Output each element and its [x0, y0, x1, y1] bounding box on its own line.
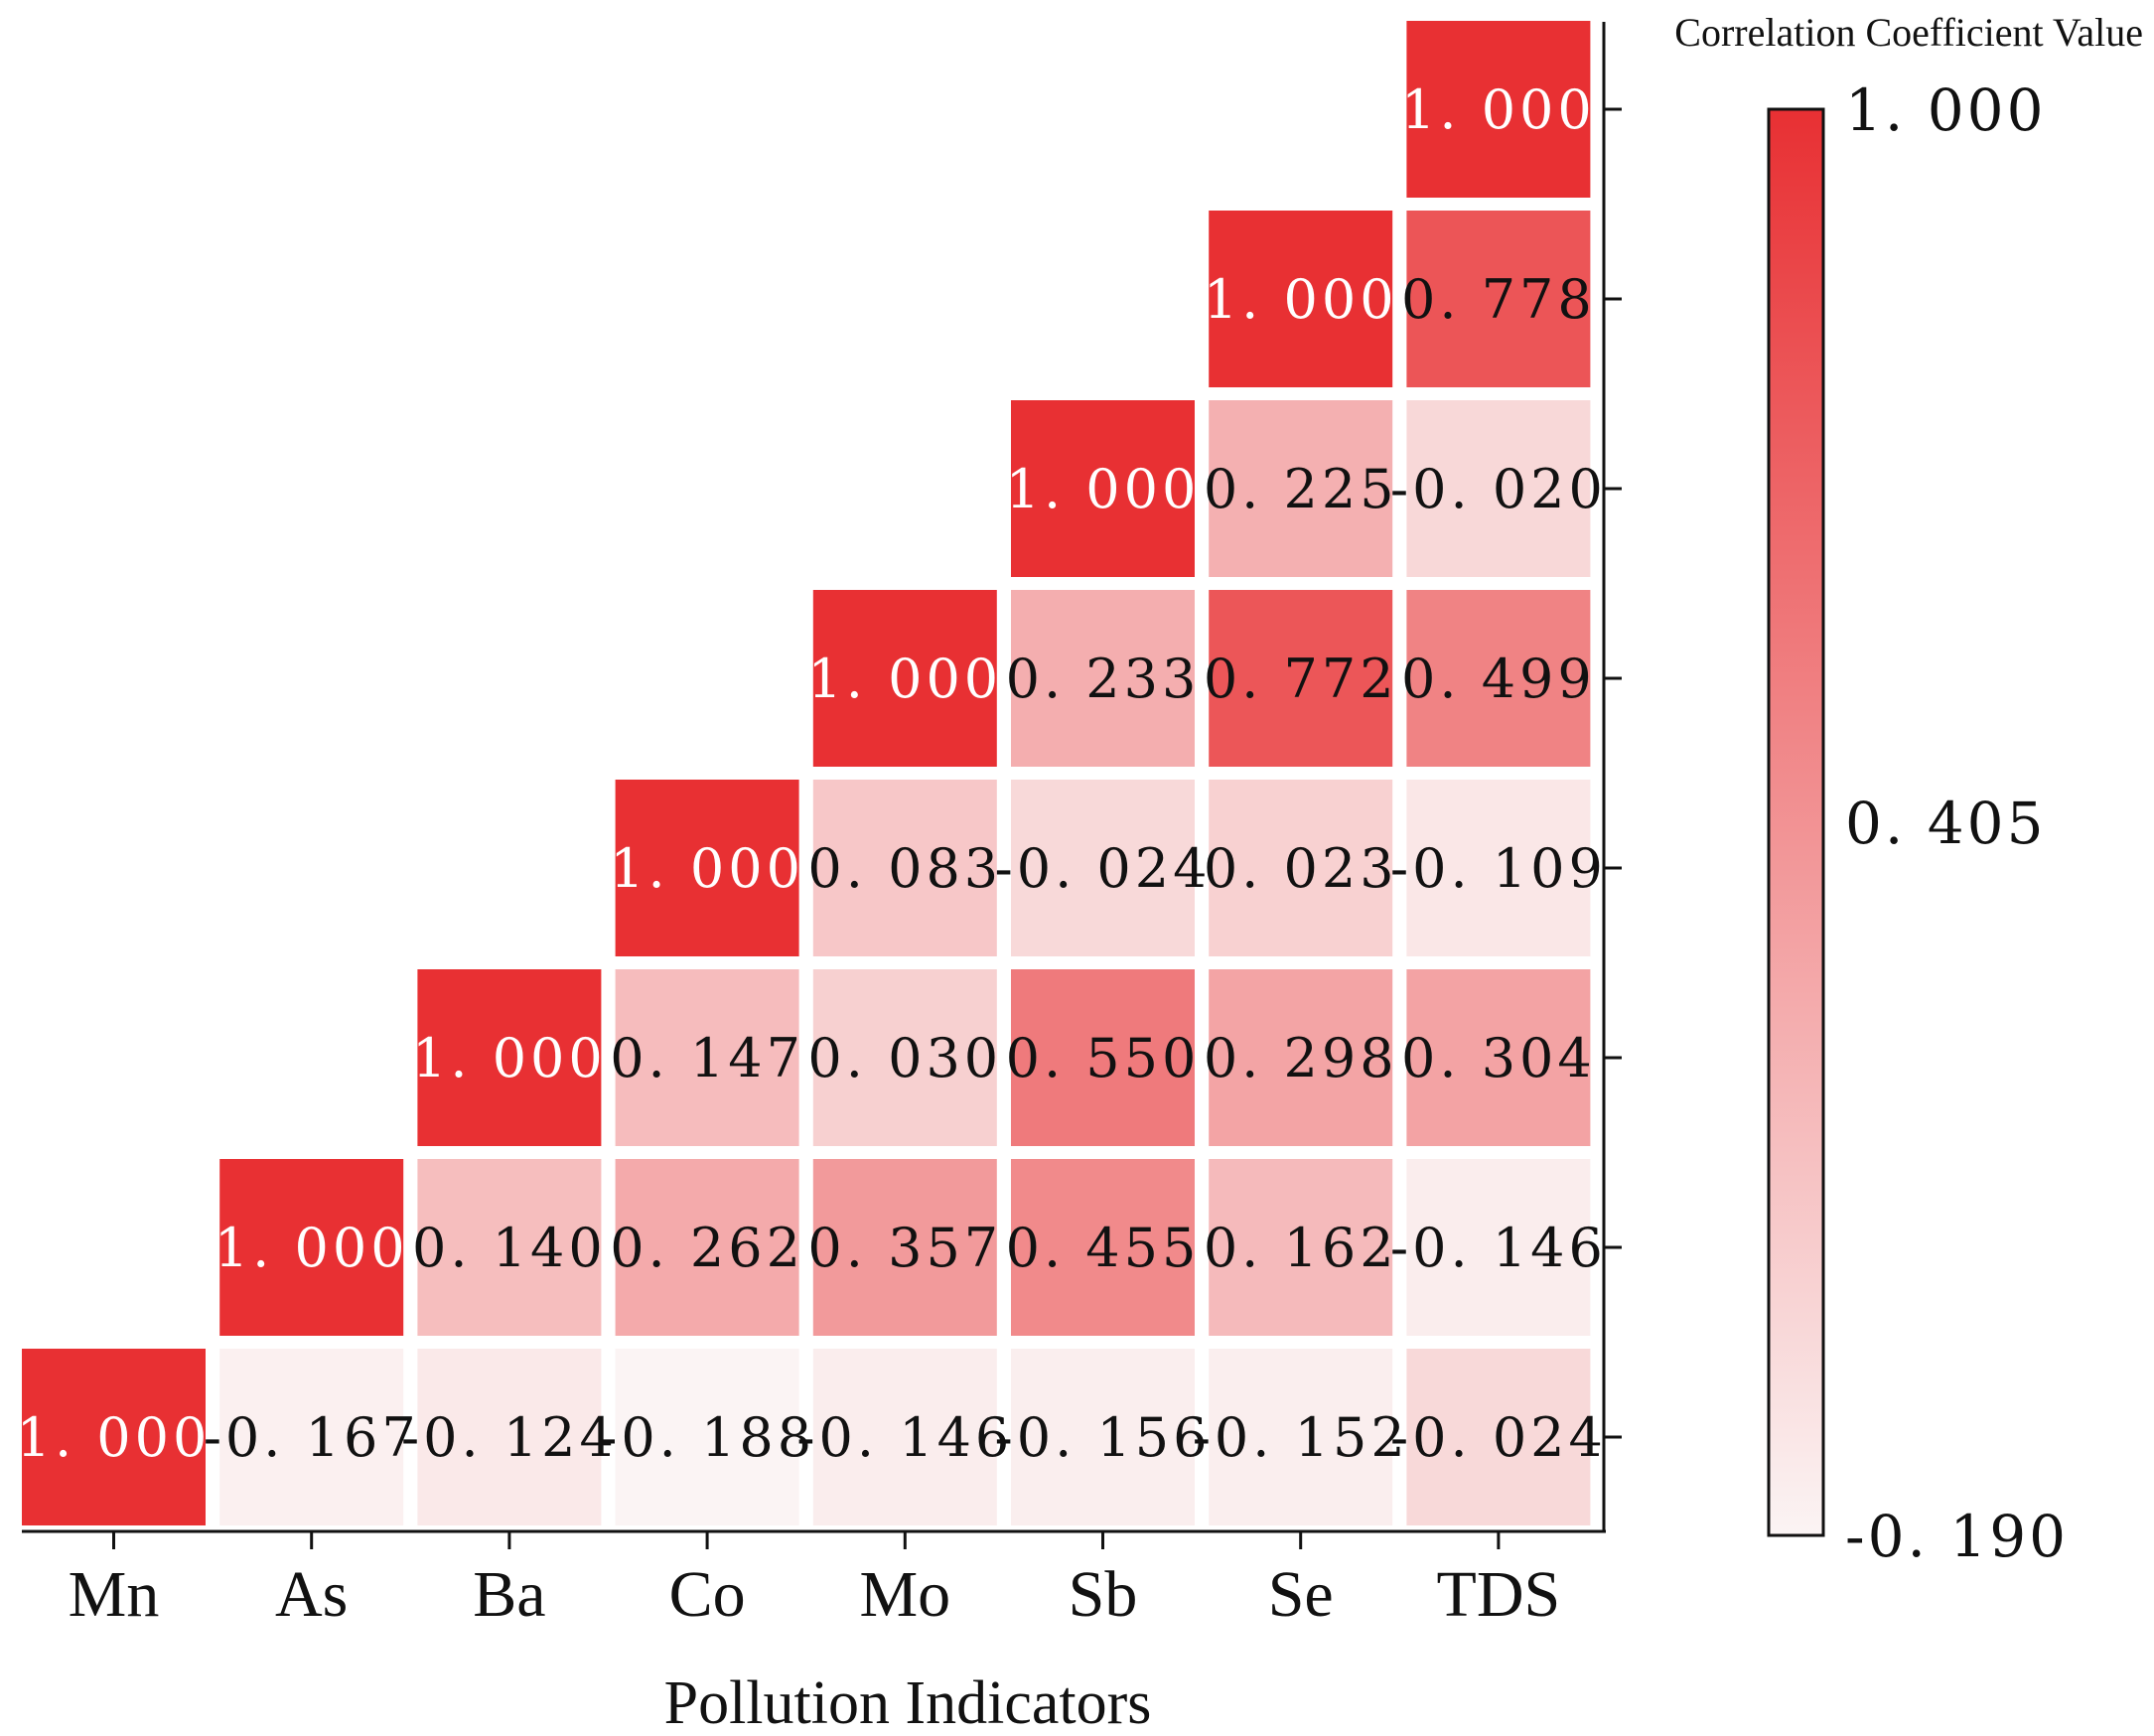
x-tick-label-Mn: Mn	[69, 1558, 160, 1631]
cell-label-Mo-Se: 0. 772	[1204, 648, 1398, 710]
cell-Ba-Sb	[1011, 969, 1195, 1146]
cell-label-As-Ba: 0. 140	[412, 1217, 607, 1279]
cell-label-As-Se: 0. 162	[1204, 1217, 1398, 1279]
cell-Mo-Sb	[1011, 590, 1195, 767]
cell-As-Co	[615, 1159, 799, 1336]
x-axis-title: Pollution Indicators	[664, 1669, 1152, 1736]
cell-Ba-TDS	[1406, 969, 1591, 1146]
cell-label-As-TDS: -0. 146	[1390, 1217, 1607, 1279]
cell-Se-Se	[1209, 211, 1393, 387]
cell-label-Mo-Sb: 0. 233	[1006, 648, 1201, 710]
cell-label-Sb-Sb: 1. 000	[1006, 458, 1201, 520]
cell-label-Mn-Ba: -0. 124	[401, 1406, 618, 1469]
x-tick-label-Sb: Sb	[1069, 1558, 1138, 1631]
cell-Mn-Sb	[1011, 1349, 1195, 1525]
cell-label-Sb-Se: 0. 225	[1204, 458, 1398, 520]
cell-label-Mn-As: -0. 167	[204, 1406, 420, 1469]
cell-As-As	[219, 1159, 404, 1336]
cell-label-TDS-TDS: 1. 000	[1401, 78, 1596, 141]
cell-Sb-Sb	[1011, 400, 1195, 577]
cell-label-Co-TDS: -0. 109	[1390, 837, 1607, 900]
cell-label-Se-Se: 1. 000	[1204, 268, 1398, 331]
cell-As-Se	[1209, 1159, 1393, 1336]
colorbar-gradient	[1767, 107, 1825, 1537]
x-tick-label-Se: Se	[1268, 1558, 1334, 1631]
y-ticks	[1604, 107, 1622, 1439]
cell-Mn-Mn	[22, 1349, 206, 1525]
colorbar-tick-label-2: -0. 190	[1845, 1503, 2069, 1570]
colorbar: Correlation Coefficient Value 1. 000 0. 4…	[1674, 10, 2143, 1570]
cell-Mn-As	[219, 1349, 404, 1525]
colorbar-title: Correlation Coefficient Value	[1674, 10, 2143, 55]
cell-As-Sb	[1011, 1159, 1195, 1336]
cell-label-Se-TDS: 0. 778	[1401, 268, 1596, 331]
cell-label-Mn-Sb: -0. 156	[994, 1406, 1211, 1469]
cell-label-Ba-Co: 0. 147	[610, 1027, 804, 1089]
cell-label-Mn-Mn: 1. 000	[17, 1406, 212, 1469]
cell-Co-Se	[1209, 780, 1393, 956]
cell-Sb-TDS	[1406, 400, 1591, 577]
cell-label-Co-Co: 1. 000	[610, 837, 804, 900]
cell-Co-Sb	[1011, 780, 1195, 956]
cell-label-As-As: 1. 000	[215, 1217, 409, 1279]
cell-label-Mo-Mo: 1. 000	[807, 648, 1002, 710]
cell-Mn-TDS	[1406, 1349, 1591, 1525]
cell-Ba-Mo	[812, 969, 997, 1146]
cell-label-Ba-Ba: 1. 000	[412, 1027, 607, 1089]
cell-label-Co-Mo: 0. 083	[807, 837, 1002, 900]
x-ticks: Mn As Ba Co Mo Sb Se TDS	[69, 1531, 1561, 1631]
cell-As-Mo	[812, 1159, 997, 1336]
cell-As-Ba	[417, 1159, 602, 1336]
cell-Mn-Co	[615, 1349, 799, 1525]
cell-Co-TDS	[1406, 780, 1591, 956]
cell-Co-Co	[615, 780, 799, 956]
cell-label-Ba-Mo: 0. 030	[807, 1027, 1002, 1089]
cell-label-As-Mo: 0. 357	[807, 1217, 1002, 1279]
x-tick-label-TDS: TDS	[1437, 1558, 1561, 1631]
cell-As-TDS	[1406, 1159, 1591, 1336]
cell-Sb-Se	[1209, 400, 1393, 577]
cell-label-Mn-TDS: -0. 024	[1390, 1406, 1607, 1469]
cell-label-Mn-Co: -0. 188	[599, 1406, 815, 1469]
x-tick-label-Ba: Ba	[473, 1558, 545, 1631]
cell-label-Mn-Se: -0. 152	[1193, 1406, 1409, 1469]
cell-label-Ba-Se: 0. 298	[1204, 1027, 1398, 1089]
cell-Ba-Ba	[417, 969, 602, 1146]
cell-label-Ba-TDS: 0. 304	[1401, 1027, 1596, 1089]
axes	[22, 22, 1606, 1533]
cell-Mo-TDS	[1406, 590, 1591, 767]
cell-label-As-Sb: 0. 455	[1006, 1217, 1201, 1279]
cell-Mo-Se	[1209, 590, 1393, 767]
cell-Ba-Co	[615, 969, 799, 1146]
colorbar-tick-label-1: 0. 405	[1845, 790, 2046, 857]
colorbar-tick-label-0: 1. 000	[1845, 76, 2046, 144]
cell-Ba-Se	[1209, 969, 1393, 1146]
cell-Mn-Mo	[812, 1349, 997, 1525]
cell-label-Ba-Sb: 0. 550	[1006, 1027, 1201, 1089]
x-tick-label-Mo: Mo	[859, 1558, 950, 1631]
cell-label-Mo-TDS: 0. 499	[1401, 648, 1596, 710]
cell-Mo-Mo	[812, 590, 997, 767]
heatmap-cells: 1. 000-0. 167-0. 124-0. 188-0. 146-0. 15…	[17, 21, 1607, 1525]
cell-label-As-Co: 0. 262	[610, 1217, 804, 1279]
x-tick-label-As: As	[275, 1558, 348, 1631]
cell-Mn-Ba	[417, 1349, 602, 1525]
cell-Mn-Se	[1209, 1349, 1393, 1525]
cell-label-Sb-TDS: -0. 020	[1390, 458, 1607, 520]
cell-label-Co-Se: 0. 023	[1204, 837, 1398, 900]
cell-label-Mn-Mo: -0. 146	[796, 1406, 1013, 1469]
cell-TDS-TDS	[1406, 21, 1591, 198]
colorbar-ticks: 1. 000 0. 405 -0. 190	[1845, 76, 2069, 1570]
cell-Se-TDS	[1406, 211, 1591, 387]
x-tick-label-Co: Co	[669, 1558, 746, 1631]
cell-Co-Mo	[812, 780, 997, 956]
cell-label-Co-Sb: -0. 024	[994, 837, 1211, 900]
